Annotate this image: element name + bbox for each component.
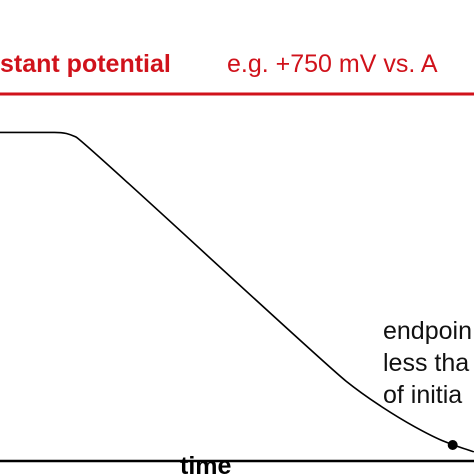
condition-label: stant potential — [0, 50, 171, 78]
annotation-line: of initia — [383, 381, 462, 409]
annotation-line: less tha — [383, 349, 469, 377]
endpoint-annotation: endpoin less tha of initia — [383, 317, 472, 409]
condition-example: e.g. +750 mV vs. A — [227, 50, 438, 78]
series-line — [0, 131, 474, 453]
endpoint-marker — [447, 440, 458, 450]
x-axis-label: time — [180, 452, 232, 474]
series-group — [0, 131, 474, 453]
annotation-line: endpoin — [383, 317, 472, 345]
